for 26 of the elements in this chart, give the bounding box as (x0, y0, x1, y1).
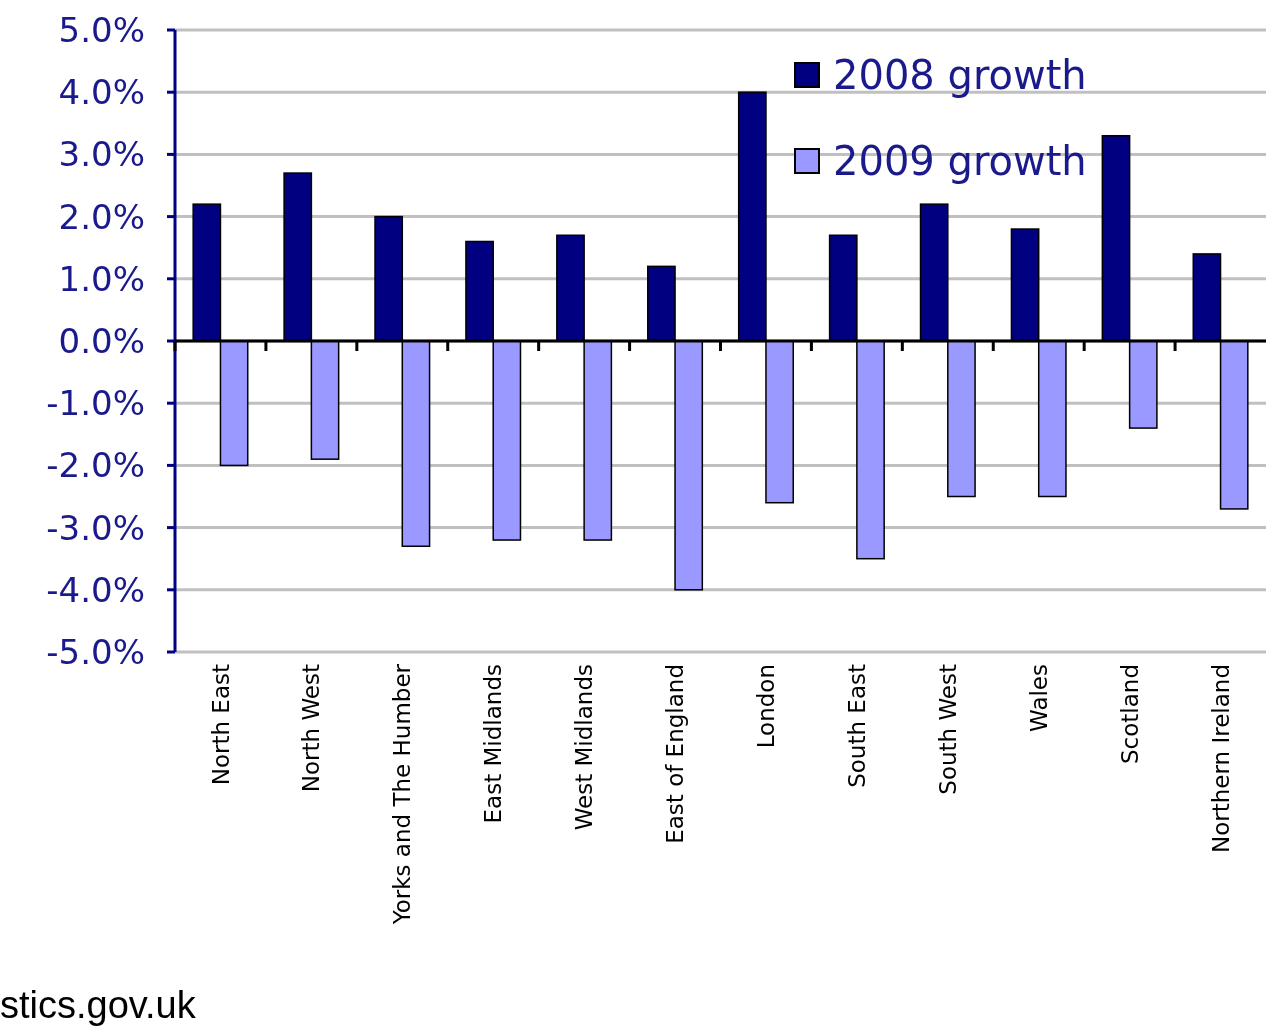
y-tick-label: -2.0% (46, 445, 145, 486)
x-tick-label: South West (934, 664, 961, 795)
x-tick-label: Wales (1025, 664, 1052, 732)
x-tick-label: East Midlands (480, 664, 507, 824)
x-tick-label: East of England (662, 664, 689, 844)
y-tick-label: 3.0% (58, 134, 145, 175)
y-tick-label: 5.0% (58, 9, 145, 50)
x-tick-label: Yorks and The Humber (389, 663, 416, 926)
x-tick-label: London (753, 664, 780, 749)
x-tick-label: West Midlands (571, 664, 598, 831)
text: stics.gov.uk (0, 984, 197, 1026)
y-tick-label: 1.0% (58, 258, 145, 299)
y-tick-label: -1.0% (46, 383, 145, 424)
y-tick-label: 4.0% (58, 72, 145, 113)
y-tick-label: 0.0% (58, 320, 145, 361)
legend-label: 2009 growth (833, 138, 1087, 184)
y-tick-label: -4.0% (46, 569, 145, 610)
x-tick-label: Northern Ireland (1207, 664, 1234, 853)
y-tick-label: -5.0% (46, 631, 145, 672)
y-tick-label: 2.0% (58, 196, 145, 237)
x-tick-label: North West (298, 664, 325, 793)
x-tick-label: South East (843, 664, 870, 788)
x-tick-label: North East (207, 664, 234, 786)
legend-label: 2008 growth (833, 52, 1087, 98)
y-tick-label: -3.0% (46, 507, 145, 548)
x-tick-label: Scotland (1116, 664, 1143, 764)
